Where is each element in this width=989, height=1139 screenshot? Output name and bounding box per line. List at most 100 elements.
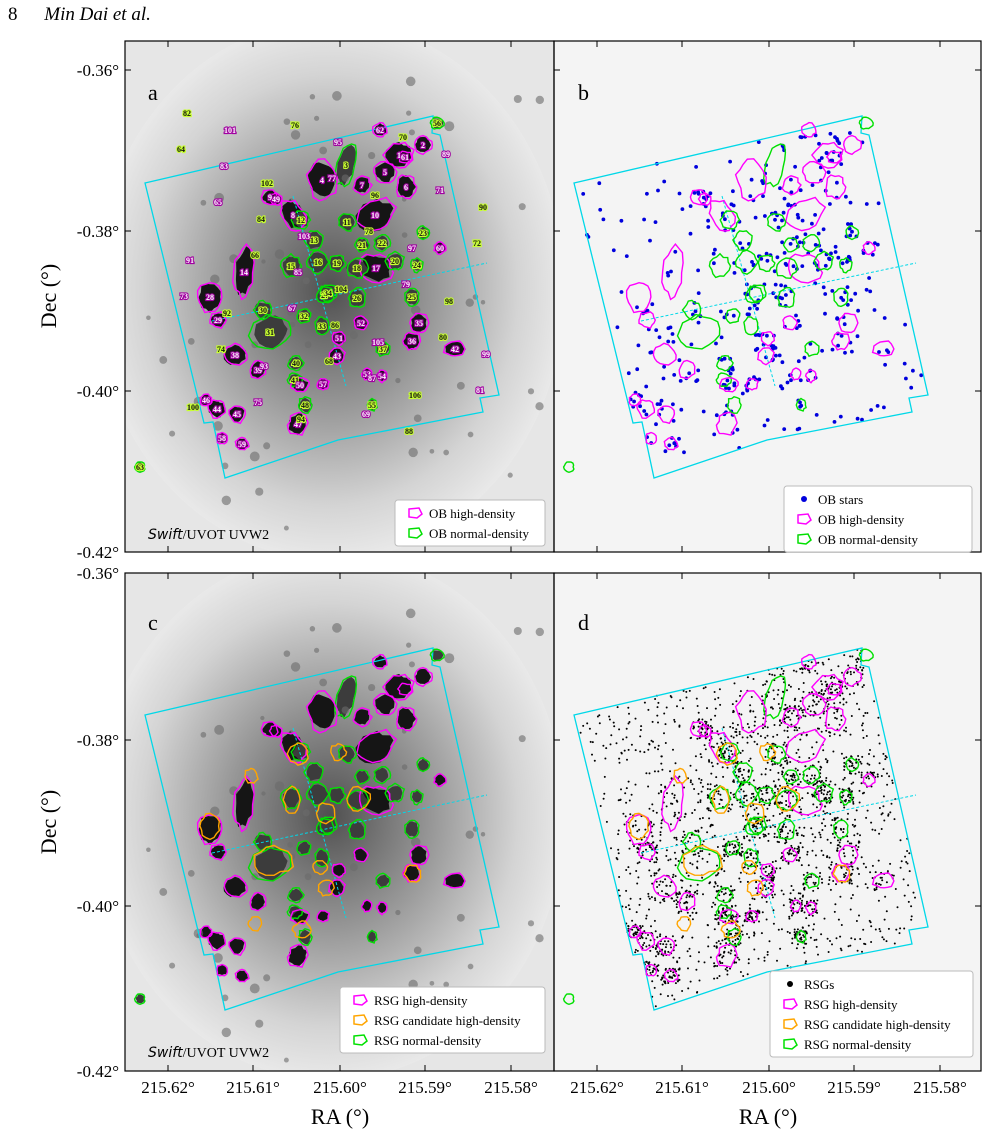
rsg-point xyxy=(806,850,809,853)
rsg-point xyxy=(874,928,877,931)
rsg-point xyxy=(671,897,674,900)
rsg-point xyxy=(655,944,658,947)
rsg-point xyxy=(749,734,752,737)
ob-star-point xyxy=(763,214,767,218)
rsg-point xyxy=(806,779,809,782)
rsg-point xyxy=(722,911,725,914)
normal-density-contour xyxy=(247,313,292,350)
rsg-point xyxy=(878,807,881,809)
rsg-point xyxy=(721,962,724,964)
rsg-point xyxy=(814,881,817,884)
rsg-point xyxy=(734,954,737,957)
rsg-point xyxy=(716,846,719,848)
rsg-point xyxy=(828,879,831,881)
region-number-label: 45 xyxy=(233,410,241,419)
region-number-label: 80 xyxy=(439,333,447,342)
high-density-contour xyxy=(228,937,247,957)
rsg-point xyxy=(624,792,627,795)
rsg-point xyxy=(617,829,620,832)
rsg-point xyxy=(617,889,620,892)
legend-contour-marker xyxy=(408,507,423,519)
rsg-point xyxy=(748,914,751,917)
rsg-point xyxy=(634,820,637,822)
rsg-point xyxy=(689,862,692,865)
rsg-point xyxy=(771,894,774,896)
rsg-point xyxy=(903,927,906,930)
rsg-point xyxy=(625,787,628,790)
rsg-point xyxy=(627,866,630,869)
rsg-point xyxy=(785,841,788,844)
rsg-point xyxy=(887,813,890,816)
high-density-contour xyxy=(232,242,255,301)
rsg-point xyxy=(770,885,773,887)
ob-star-point xyxy=(810,221,814,226)
rsg-point xyxy=(629,813,632,816)
ob-star-point xyxy=(872,308,877,312)
ob-star-point xyxy=(635,367,640,372)
author-line: Min Dai et al. xyxy=(44,4,151,25)
candidate-contour xyxy=(247,916,263,932)
legend-contour-marker xyxy=(408,527,423,539)
rsg-point xyxy=(826,793,828,796)
rsg-point xyxy=(711,726,714,729)
rsg-point xyxy=(739,805,742,808)
rsg-point xyxy=(839,895,842,898)
rsg-point xyxy=(786,730,789,732)
rsg-point xyxy=(747,867,750,870)
rsg-point xyxy=(843,806,846,809)
rsg-point xyxy=(676,896,679,899)
y-tick-label-top: -0.38° xyxy=(77,222,119,241)
region-number-label: 90 xyxy=(479,203,487,212)
rsg-point xyxy=(767,839,770,842)
ob-star-point xyxy=(779,384,783,389)
rsg-point xyxy=(745,856,748,859)
rsg-point xyxy=(848,765,851,768)
rsg-point xyxy=(826,705,829,708)
rsg-point xyxy=(588,727,591,730)
high-density-contour xyxy=(645,431,658,445)
legend-contour-marker xyxy=(353,1034,368,1046)
rsg-point xyxy=(774,743,777,746)
rsg-point xyxy=(670,946,672,949)
rsg-point xyxy=(792,889,795,892)
rsg-point xyxy=(861,755,864,758)
rsg-point xyxy=(770,747,773,750)
rsg-point xyxy=(861,686,864,688)
rsg-point xyxy=(749,805,752,808)
rsg-point xyxy=(673,998,676,1001)
rsg-point xyxy=(746,933,748,935)
high-density-contour xyxy=(842,666,863,688)
high-density-contour xyxy=(745,377,760,391)
rsg-point xyxy=(728,757,730,760)
rsg-point xyxy=(714,918,717,920)
rsg-point xyxy=(830,863,833,866)
high-density-contour xyxy=(396,174,418,200)
rsg-point xyxy=(815,902,818,905)
rsg-point xyxy=(804,962,807,965)
ob-star-point xyxy=(672,373,677,377)
rsg-point xyxy=(628,712,630,715)
rsg-point xyxy=(689,737,692,740)
faint-source xyxy=(408,447,418,458)
normal-density-contour xyxy=(286,354,305,372)
rsg-point xyxy=(709,725,712,727)
rsg-point xyxy=(819,872,822,874)
rsg-point xyxy=(654,899,657,902)
high-density-contour xyxy=(316,909,331,923)
rsg-point xyxy=(796,901,799,904)
rsg-point xyxy=(665,884,668,887)
rsg-point xyxy=(829,940,831,942)
rsg-point xyxy=(824,689,827,692)
rsg-point xyxy=(862,714,865,717)
high-density-contour xyxy=(413,666,434,688)
rsg-point xyxy=(850,765,853,767)
rsg-point xyxy=(830,669,833,672)
rsg-point xyxy=(883,819,886,822)
rsg-point xyxy=(798,859,800,862)
rsg-point xyxy=(753,921,756,924)
faint-source xyxy=(146,315,151,321)
rsg-point xyxy=(763,803,766,806)
rsg-point xyxy=(599,805,602,807)
ob-star-point xyxy=(753,215,758,220)
ob-star-point xyxy=(876,201,881,206)
